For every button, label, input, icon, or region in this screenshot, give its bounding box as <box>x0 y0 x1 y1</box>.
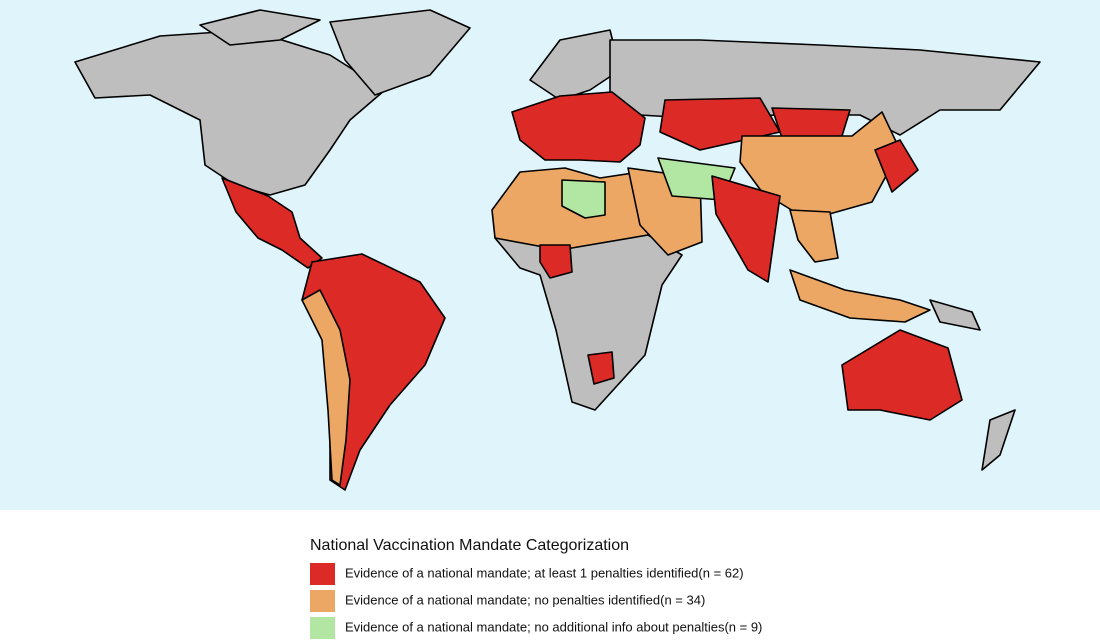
south-asia <box>711 175 781 283</box>
greenland <box>329 9 471 96</box>
australia <box>841 329 963 421</box>
legend-label: Evidence of a national mandate; no addit… <box>345 619 762 634</box>
africa <box>494 234 683 411</box>
legend: National Vaccination Mandate Categorizat… <box>310 537 762 639</box>
europe <box>511 91 646 163</box>
south-america-west <box>301 289 351 486</box>
legend-label: Evidence of a national mandate; no penal… <box>345 592 705 607</box>
indonesia <box>789 269 931 323</box>
world-map <box>74 9 1041 491</box>
legend-swatch <box>310 590 335 612</box>
nigeria <box>539 244 573 279</box>
botswana <box>587 351 615 385</box>
new-zealand <box>981 409 1016 471</box>
china <box>739 111 901 221</box>
new-guinea <box>929 299 981 331</box>
legend-label: Evidence of a national mandate; at least… <box>345 565 744 580</box>
mongolia <box>771 107 851 139</box>
arctic-islands <box>199 9 321 46</box>
legend-title: National Vaccination Mandate Categorizat… <box>310 537 629 554</box>
legend-swatch <box>310 617 335 639</box>
libya <box>561 179 606 219</box>
southeast-asia <box>789 209 839 263</box>
legend-swatch <box>310 563 335 585</box>
korea-japan <box>874 139 919 193</box>
